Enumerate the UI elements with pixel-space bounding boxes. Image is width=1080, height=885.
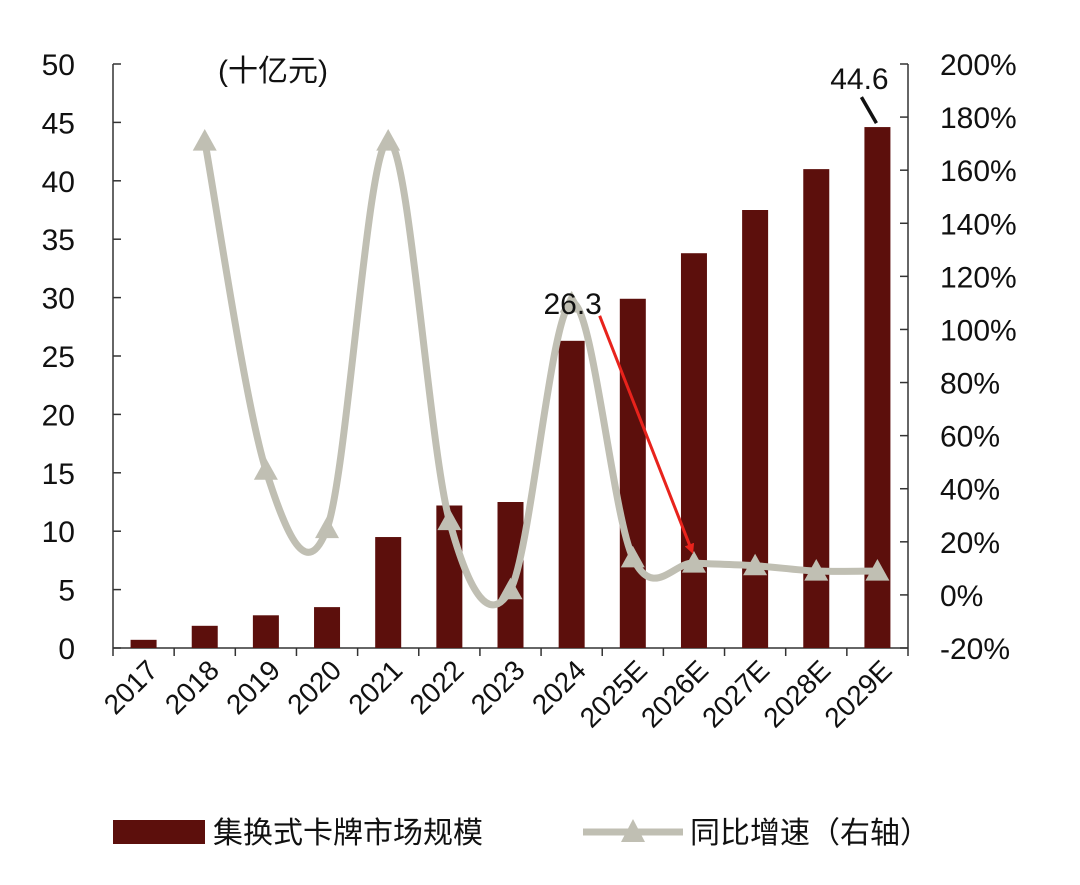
right-axis-tick-label: 140% [940, 208, 1017, 241]
x-axis-tick-label: 2018 [159, 654, 225, 720]
growth-point-marker [865, 559, 890, 581]
bar [558, 340, 585, 648]
x-axis-tick-label: 2027E [696, 654, 775, 733]
x-axis-tick-label: 2021 [342, 654, 408, 720]
right-axis-tick-label: 60% [940, 421, 1000, 454]
growth-point-marker [743, 553, 768, 576]
bar [191, 625, 218, 648]
growth-point-marker [620, 545, 645, 568]
left-axis-tick-label: 15 [42, 458, 75, 491]
growth-point-marker [376, 128, 401, 151]
growth-point-marker [559, 290, 584, 313]
annotation-leader-line [859, 96, 878, 124]
growth-point-marker [315, 516, 340, 539]
left-axis-unit-label: (十亿元) [218, 55, 328, 88]
left-axis-tick-label: 40 [42, 166, 75, 199]
left-axis-tick-label: 25 [42, 341, 75, 374]
x-axis-tick-label: 2026E [635, 654, 714, 733]
right-axis-tick-label: 80% [940, 368, 1000, 401]
left-axis-tick-label: 30 [42, 283, 75, 316]
right-axis-tick-label: 120% [940, 261, 1017, 294]
x-axis-tick-label: 2023 [465, 654, 531, 720]
legend-bar-swatch [113, 820, 205, 844]
right-axis-tick-label: 180% [940, 102, 1017, 135]
bar [375, 537, 402, 648]
bar [252, 615, 279, 648]
growth-point-marker [192, 128, 217, 151]
growth-point-marker [437, 508, 462, 531]
trend-arrow [598, 315, 695, 554]
legend-bar-label: 集换式卡牌市场规模 [213, 817, 483, 850]
left-axis-tick-label: 20 [42, 399, 75, 432]
bar [680, 253, 707, 648]
legend: 集换式卡牌市场规模 同比增速（右轴） [113, 817, 930, 850]
right-axis-tick-label: 200% [940, 49, 1017, 82]
left-axis-tick-label: 5 [58, 575, 75, 608]
growth-line [201, 137, 881, 609]
left-axis-tick-label: 50 [42, 49, 75, 82]
x-axis-tick-label: 2019 [220, 654, 286, 720]
annotation-label: 44.6 [830, 63, 888, 96]
annotations: 26.3 44.6 [543, 63, 889, 554]
bar [314, 607, 341, 648]
growth-line-series [192, 128, 890, 609]
x-axis-tick-label: 2017 [98, 654, 164, 720]
growth-point-marker [253, 458, 278, 480]
right-axis-tick-label: 160% [940, 155, 1017, 188]
right-axis-tick-label: 20% [940, 527, 1000, 560]
x-axis-tick-label: 2022 [404, 654, 470, 720]
growth-point-marker [498, 577, 523, 600]
right-axis-tick-label: 0% [940, 580, 983, 613]
left-axis-tick-label: 45 [42, 107, 75, 140]
x-axis-tick-label: 2029E [818, 654, 897, 733]
growth-point-marker [804, 559, 829, 581]
x-axis-tick-label: 2028E [757, 654, 836, 733]
x-axis-tick-label: 2025E [574, 654, 653, 733]
left-axis-tick-label: 10 [42, 516, 75, 549]
right-axis-tick-label: 40% [940, 474, 1000, 507]
bar [130, 639, 157, 648]
left-axis-tick-label: 0 [58, 633, 75, 666]
annotation-label: 26.3 [543, 288, 601, 321]
bar [619, 298, 646, 648]
left-axis-tick-label: 35 [42, 224, 75, 257]
right-axis-tick-label: 100% [940, 314, 1017, 347]
right-axis-tick-label: -20% [940, 633, 1010, 666]
x-axis-tick-label: 2020 [281, 654, 347, 720]
growth-point-marker [681, 551, 706, 573]
bar [742, 210, 769, 648]
legend-line-label: 同比增速（右轴） [690, 817, 930, 850]
legend-line-marker [621, 819, 645, 842]
